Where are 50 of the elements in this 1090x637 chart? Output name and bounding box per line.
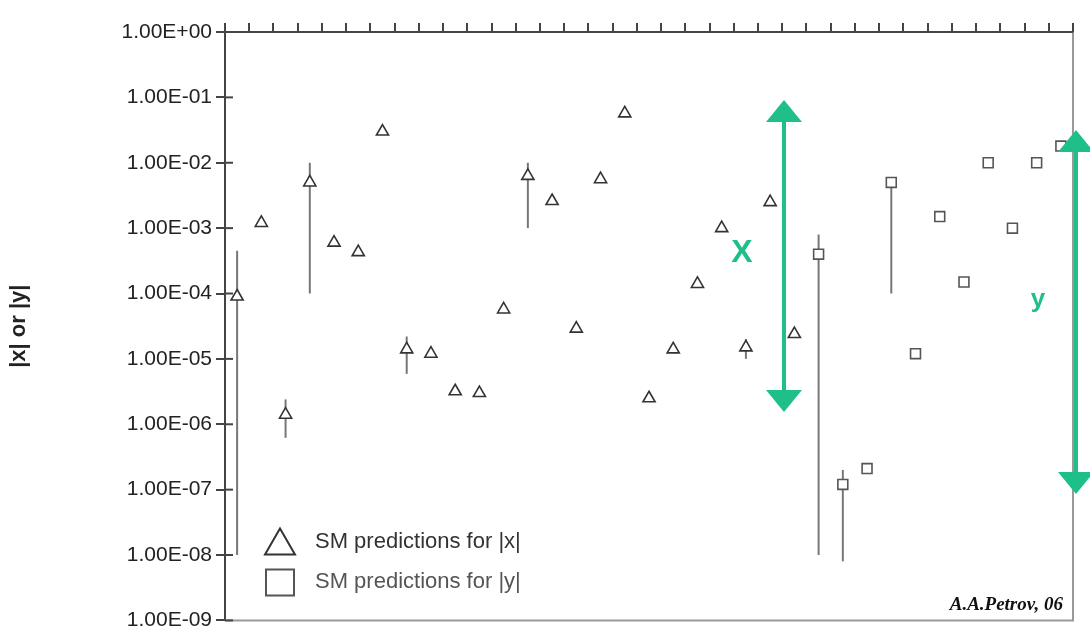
y-tick-label: 1.00E-03 [126,214,212,238]
point [1006,222,1019,234]
annotation: y [1030,283,1046,314]
y-tick-label: 1.00E+00 [121,18,212,42]
y-tick-label: 1.00E-01 [126,84,212,108]
point [787,326,802,339]
point [520,168,535,181]
point [545,193,559,206]
point [399,341,414,354]
point [958,276,970,288]
point [885,176,898,189]
point [327,234,341,247]
point [837,478,849,491]
point [278,406,293,420]
point [254,215,269,228]
y-axis-title: |x| or |y| [5,284,31,368]
point [909,347,922,360]
annotation: X [731,232,754,269]
point [496,301,511,314]
point [569,320,584,333]
y-tick-label: 1.00E-04 [126,280,213,304]
point [812,248,825,260]
point [982,157,994,169]
point [448,383,463,396]
y-tick-label: 1.00E-06 [126,411,212,435]
y-tick-label: 1.00E-02 [126,149,212,173]
point [424,345,438,359]
point [351,244,366,257]
point [690,276,705,289]
y-tick-label: 1.00E-09 [126,607,212,631]
point [1030,157,1043,169]
legend-label: SM predictions for |y| [315,568,521,594]
point [375,123,390,136]
point [302,174,317,187]
legend-label: SM predictions for |x| [315,528,521,554]
point [933,210,946,223]
point [617,105,632,118]
point [472,385,487,398]
point [666,341,681,354]
point [642,390,656,403]
point [861,462,873,475]
point [593,171,608,184]
point [763,194,778,207]
annotation: A.A.Petrov, 06 [948,592,1064,614]
y-tick-label: 1.00E-05 [126,345,212,369]
y-tick-label: 1.00E-08 [126,541,212,565]
point [230,288,244,301]
point [714,220,729,233]
point [739,339,753,352]
y-tick-label: 1.00E-07 [126,476,212,500]
